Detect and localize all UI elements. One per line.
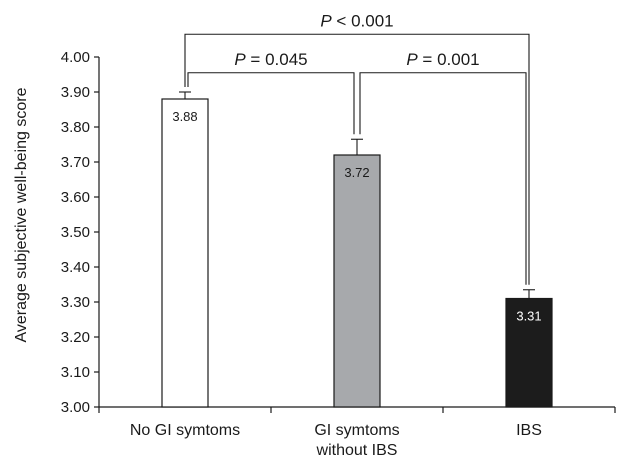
y-tick-label: 3.90 [61, 84, 90, 101]
y-tick-label: 3.00 [61, 399, 90, 416]
bar [161, 98, 209, 408]
x-category-label: without IBS [316, 442, 398, 459]
y-tick-label: 3.30 [61, 294, 90, 311]
p-value-text: < 0.001 [332, 11, 394, 30]
significance-bracket [359, 72, 527, 285]
data-label: 3.72 [344, 165, 369, 180]
y-tick-label: 3.10 [61, 364, 90, 381]
p-value-text: = 0.001 [418, 50, 480, 69]
p-symbol: P [320, 11, 332, 30]
p-value-label: P = 0.045 [234, 50, 307, 69]
y-tick-label: 3.50 [61, 224, 90, 241]
bar [333, 154, 381, 408]
y-tick-label: 3.20 [61, 329, 90, 346]
y-axis-label: Average subjective well-being score [13, 87, 30, 342]
p-symbol: P [234, 50, 246, 69]
y-tick-label: 3.60 [61, 189, 90, 206]
y-tick-label: 4.00 [61, 49, 90, 66]
bars [161, 91, 553, 408]
significance-brackets [184, 33, 530, 285]
p-value-text: = 0.045 [246, 50, 308, 69]
bar [505, 297, 553, 408]
data-label: 3.88 [172, 109, 197, 124]
x-category-label: No GI symtoms [130, 422, 240, 439]
labels: 3.00 3.10 3.20 3.30 3.40 3.50 3.60 3.70 3.80 3.90… [61, 11, 542, 459]
significance-bracket [184, 33, 530, 285]
x-category-label: IBS [516, 422, 542, 439]
data-label: 3.31 [516, 309, 541, 324]
y-tick-label: 3.80 [61, 119, 90, 136]
p-symbol: P [406, 50, 418, 69]
y-tick-label: 3.70 [61, 154, 90, 171]
y-tick-label: 3.40 [61, 259, 90, 276]
x-category-label: GI symtoms [314, 422, 399, 439]
p-value-label: P = 0.001 [406, 50, 479, 69]
p-value-label: P < 0.001 [320, 11, 393, 30]
significance-bracket [187, 72, 355, 135]
